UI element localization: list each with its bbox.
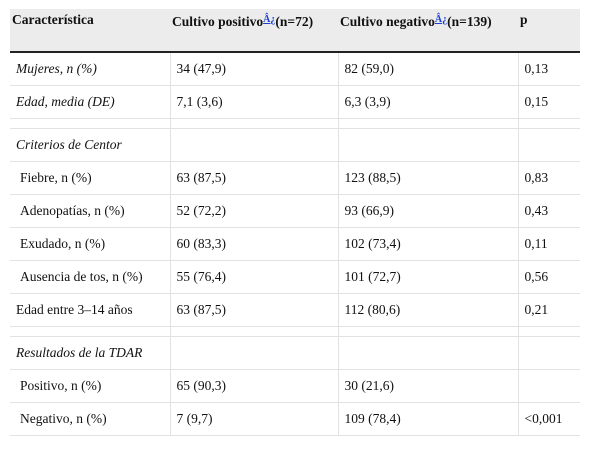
empty-cell [518,336,580,370]
row-label: Exudado, n (%) [10,227,171,261]
cell: 34 (47,9) [170,52,339,86]
table-row: Edad, media (DE) 7,1 (3,6) 6,3 (3,9) 0,15 [10,85,580,119]
table-body: Mujeres, n (%) 34 (47,9) 82 (59,0) 0,13 Edad… [10,52,580,436]
row-label: Fiebre, n (%) [10,161,171,195]
empty-cell [170,128,339,162]
row-label: Ausencia de tos, n (%) [10,260,171,294]
empty-cell [518,128,580,162]
empty-cell [338,128,519,162]
table-row: Positivo, n (%) 65 (90,3) 30 (21,6) [10,369,580,403]
cell: 52 (72,2) [170,194,339,228]
table-row: Exudado, n (%) 60 (83,3) 102 (73,4) 0,11 [10,227,580,261]
spacer-row [10,326,580,337]
cell: 101 (72,7) [338,260,519,294]
table-row: Ausencia de tos, n (%) 55 (76,4) 101 (72,7… [10,260,580,294]
empty-cell [338,336,519,370]
spacer-cell [518,326,580,337]
table-row: Fiebre, n (%) 63 (87,5) 123 (88,5) 0,83 [10,161,580,195]
cell: 0,83 [518,161,580,195]
cell: 0,11 [518,227,580,261]
row-label: Edad entre 3–14 años [10,293,171,327]
spacer-cell [338,326,519,337]
cell [518,369,580,403]
header-row: Característica Cultivo positivoÂ¿(n=72) Cu… [10,9,580,53]
header-n: (n=72) [275,14,314,29]
row-label: Mujeres, n (%) [10,52,171,86]
cell: 112 (80,6) [338,293,519,327]
cell: 63 (87,5) [170,293,339,327]
cell: 0,56 [518,260,580,294]
header-text: Cultivo negativo [340,14,435,29]
cell: 82 (59,0) [338,52,519,86]
table-row: Edad entre 3–14 años 63 (87,5) 112 (80,6) 0… [10,293,580,327]
table-row: Adenopatías, n (%) 52 (72,2) 93 (66,9) 0,43 [10,194,580,228]
data-table: Característica Cultivo positivoÂ¿(n=72) Cu… [10,9,580,436]
empty-cell [170,336,339,370]
spacer-cell [518,118,580,129]
header-cell: Cultivo negativoÂ¿(n=139) [338,9,518,53]
cell: 63 (87,5) [170,161,339,195]
row-label: Adenopatías, n (%) [10,194,171,228]
cell: 0,15 [518,85,580,119]
row-label: Negativo, n (%) [10,402,171,436]
spacer-row [10,118,580,129]
cell: 55 (76,4) [170,260,339,294]
cell: 0,21 [518,293,580,327]
spacer-cell [338,118,519,129]
cell: 93 (66,9) [338,194,519,228]
spacer-cell [10,326,171,337]
spacer-cell [170,326,339,337]
header-text: Cultivo positivo [172,14,264,29]
cell: 7 (9,7) [170,402,339,436]
header-cell: Cultivo positivoÂ¿(n=72) [170,9,338,53]
header-n: (n=139) [447,14,492,29]
cell: 60 (83,3) [170,227,339,261]
cell: 7,1 (3,6) [170,85,339,119]
header-cell: p [518,9,580,53]
section-title: Criterios de Centor [10,128,171,162]
footnote-link[interactable]: Â¿ [434,14,448,25]
cell: 30 (21,6) [338,369,519,403]
header-text: p [520,12,528,27]
table-row: Negativo, n (%) 7 (9,7) 109 (78,4) <0,001 [10,402,580,436]
cell: 0,13 [518,52,580,86]
section-row: Criterios de Centor [10,128,580,162]
row-label: Edad, media (DE) [10,85,171,119]
cell: 6,3 (3,9) [338,85,519,119]
header-cell: Característica [10,9,170,53]
cell: 109 (78,4) [338,402,519,436]
section-title: Resultados de la TDAR [10,336,171,370]
section-row: Resultados de la TDAR [10,336,580,370]
footnote-link[interactable]: Â¿ [263,14,276,25]
header-text: Característica [12,12,94,27]
cell: <0,001 [518,402,580,436]
cell: 102 (73,4) [338,227,519,261]
cell: 0,43 [518,194,580,228]
table-row: Mujeres, n (%) 34 (47,9) 82 (59,0) 0,13 [10,52,580,86]
cell: 123 (88,5) [338,161,519,195]
row-label: Positivo, n (%) [10,369,171,403]
spacer-cell [10,118,171,129]
spacer-cell [170,118,339,129]
cell: 65 (90,3) [170,369,339,403]
